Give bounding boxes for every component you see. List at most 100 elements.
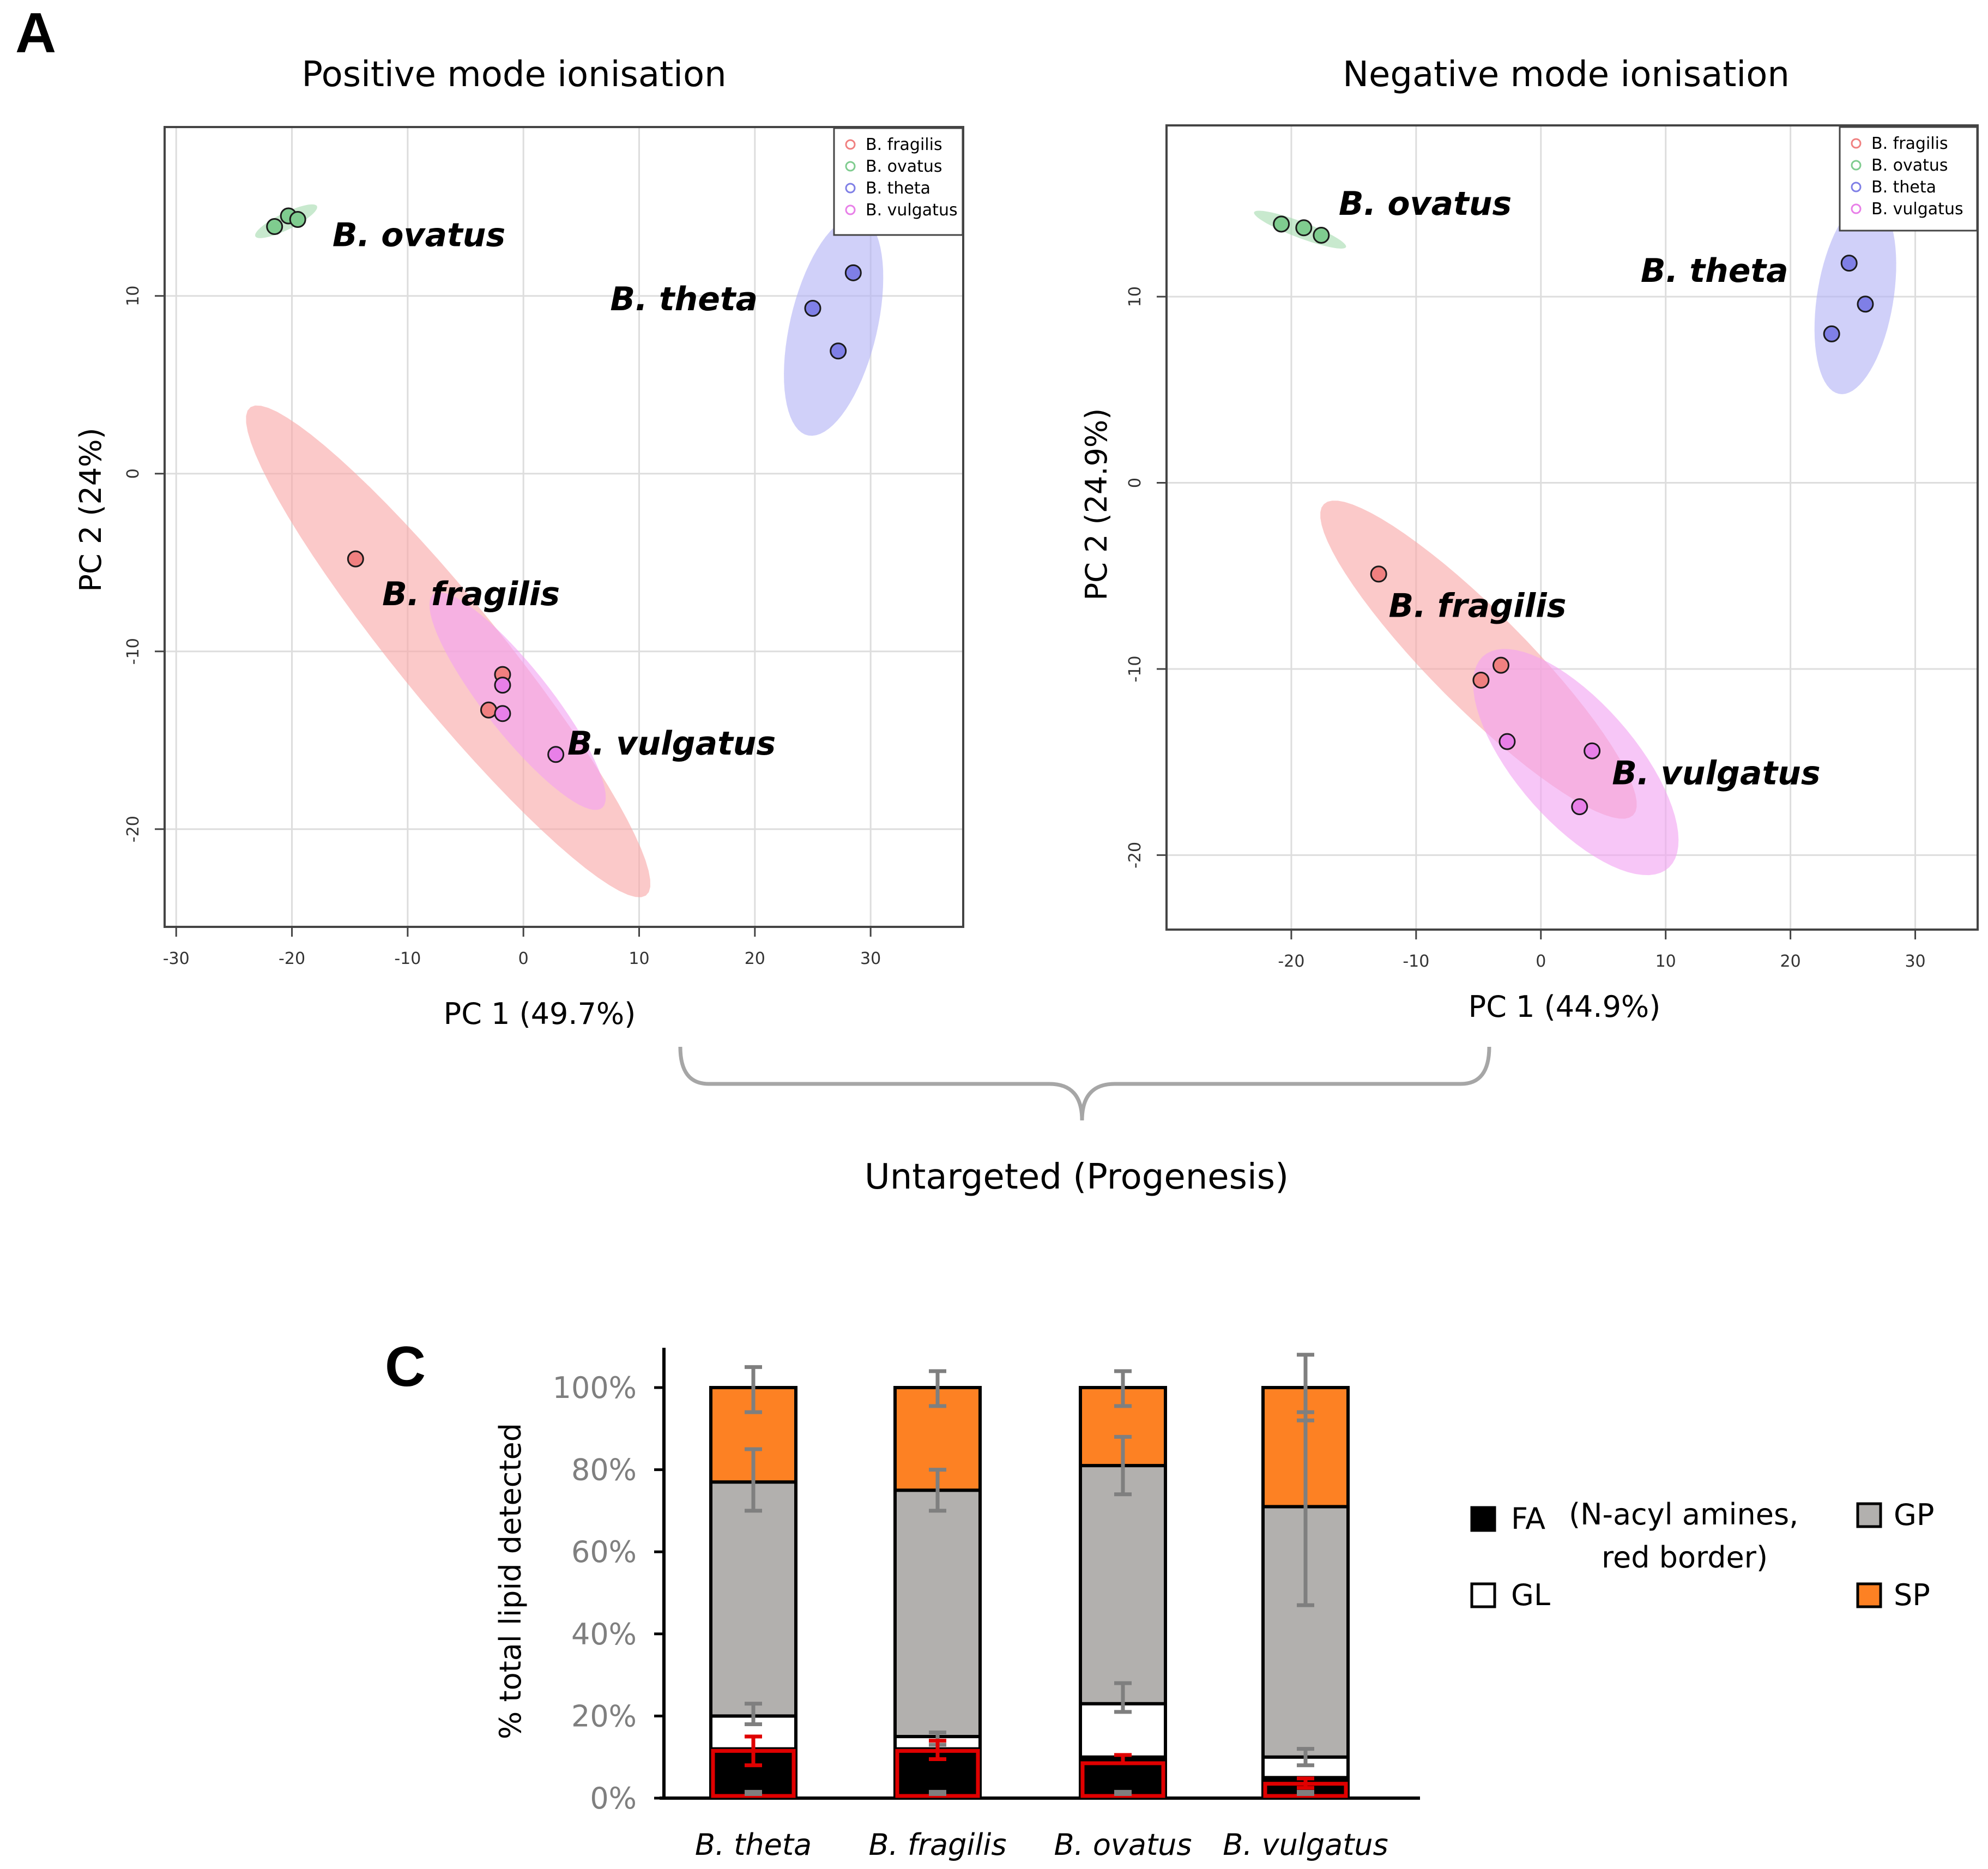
bracket-label: Untargeted (Progenesis) [865,1157,1289,1197]
cluster-labels: B. ovatus B. theta B. fragilis B. vulgatus [333,216,776,762]
point-vulgatus [1498,733,1516,750]
y-tick-label: -10 [1126,655,1145,682]
x-tick-label: -20 [279,949,305,968]
legend-label-gp: GP [1894,1498,1934,1532]
points [266,207,862,763]
point-theta [830,342,847,360]
bar-segment-fa-residual [929,1789,946,1796]
point-fragilis [1492,656,1510,674]
y-tick-label: 40% [571,1617,637,1651]
pca-negative-plot: Negative mode ionisation B. ovatus B. the… [1079,55,1979,1024]
legend-swatch-sp [1856,1582,1882,1608]
legend-note-fa-2: red border) [1602,1540,1768,1575]
y-tick-label: 60% [571,1535,637,1569]
points [1273,215,1874,816]
legend-marker-vulgatus [845,204,856,215]
y-tick-label: 0% [590,1781,637,1816]
point-vulgatus [547,746,565,763]
bracket-shape [678,1046,1491,1121]
point-ovatus [289,211,306,228]
legend-swatch-gl [1470,1582,1496,1608]
cluster-label: B. fragilis [382,575,560,613]
legend-entry: B. theta [1871,178,1936,197]
x-tick-label: -10 [394,949,421,968]
legend-box [833,127,964,236]
lipid-bar-chart: 0% 20% 40% 60% 80% 100% B. theta B. fragilis B.… [493,1348,1934,1862]
cluster-label: B. vulgatus [567,725,776,763]
point-fragilis [1370,565,1387,583]
bar-legend: FA (N-acyl amines, red border) GL GP SP [1470,1497,1934,1612]
x-tick-label: 30 [1905,952,1925,971]
category-label: B. theta [695,1828,812,1862]
error-bars [745,1353,1314,1790]
x-tick-label: -20 [1278,952,1304,971]
legend-marker-vulgatus [1851,203,1862,214]
point-ovatus [1295,219,1313,237]
bar-segment-fa-residual [1297,1789,1314,1796]
x-tick-label: 20 [745,949,765,968]
cluster-label: B. fragilis [1388,587,1566,625]
y-axis-title: % total lipid detected [493,1423,528,1739]
legend-entry: B. vulgatus [866,201,958,220]
category-label: B. ovatus [1054,1828,1192,1862]
y-tick-label: 80% [571,1453,637,1487]
panel-c-letter: C [385,1335,426,1398]
y-tick-label: 0 [124,468,143,479]
category-label: B. fragilis [868,1828,1006,1862]
point-ovatus [266,218,283,236]
ticks: -20 -10 0 10 20 30 -20 -10 0 10 [1126,286,1926,971]
y-tick-label: 10 [1126,286,1145,307]
cluster-labels: B. ovatus B. theta B. fragilis B. vulgatus [1339,185,1821,793]
cluster-label: B. theta [610,280,758,318]
y-tick-label: 100% [553,1371,637,1405]
grid [1167,125,1978,930]
legend: B. fragilis B. ovatus B. theta B. vulgatus [833,127,964,236]
cluster-label: B. ovatus [1339,185,1512,223]
legend-note-fa-1: (N-acyl amines, [1569,1497,1798,1532]
x-tick-label: 20 [1780,952,1801,971]
x-tick-label: 10 [629,949,649,968]
ellipse-vulgatus [1473,649,1679,876]
y-tick-label: -20 [1126,842,1145,869]
bar-segment-gp [1079,1464,1167,1705]
panel-a-letter: A [15,2,56,65]
legend-label-gl: GL [1511,1578,1550,1612]
point-vulgatus [494,705,511,722]
y-axis-title: PC 2 (24%) [74,427,108,592]
point-theta [1840,255,1858,272]
x-tick-label: -10 [1403,952,1429,971]
legend-label-fa: FA [1511,1502,1545,1536]
legend-marker-fragilis [1851,138,1862,149]
legend-marker-fragilis [845,139,856,150]
plot-title: Negative mode ionisation [1343,55,1790,95]
untargeted-bracket: Untargeted (Progenesis) [678,1046,1491,1197]
point-fragilis [347,550,364,568]
plot-frame [164,126,964,928]
point-theta [1823,325,1840,342]
y-ticks: 0% 20% 40% 60% 80% 100% [553,1371,664,1816]
x-tick-label: 0 [518,949,529,968]
legend-label-sp: SP [1894,1578,1930,1612]
y-tick-label: -10 [124,638,143,665]
legend-swatch-fa [1470,1506,1496,1532]
point-vulgatus [1571,798,1588,816]
y-tick-label: -20 [124,816,143,842]
y-tick-label: 20% [571,1699,637,1733]
point-ovatus [1273,215,1290,233]
plot-frame [1165,124,1979,931]
point-fragilis [1472,671,1490,689]
x-axis-title: PC 1 (44.9%) [1469,990,1661,1024]
ticks: -30 -20 -10 0 10 20 30 -20 -10 0 10 [124,286,881,968]
cluster-label: B. vulgatus [1612,755,1820,793]
bar-segment-gp [893,1488,982,1739]
legend-entry: B. fragilis [866,135,942,154]
legend-swatch-gp [1856,1502,1882,1528]
legend-entry: B. ovatus [1871,156,1948,175]
y-axis-title: PC 2 (24.9%) [1079,408,1114,601]
point-vulgatus [1584,742,1601,759]
bar-segment-fa-residual [745,1789,762,1796]
cluster-label: B. ovatus [333,216,505,254]
y-tick-label: 10 [124,286,143,306]
ellipse-theta [1814,199,1896,394]
